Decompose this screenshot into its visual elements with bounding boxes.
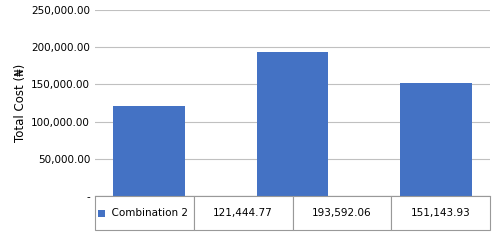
Bar xyxy=(113,106,185,196)
Bar xyxy=(400,84,472,196)
Y-axis label: Total Cost (₦): Total Cost (₦) xyxy=(14,64,27,142)
Bar xyxy=(256,52,328,196)
